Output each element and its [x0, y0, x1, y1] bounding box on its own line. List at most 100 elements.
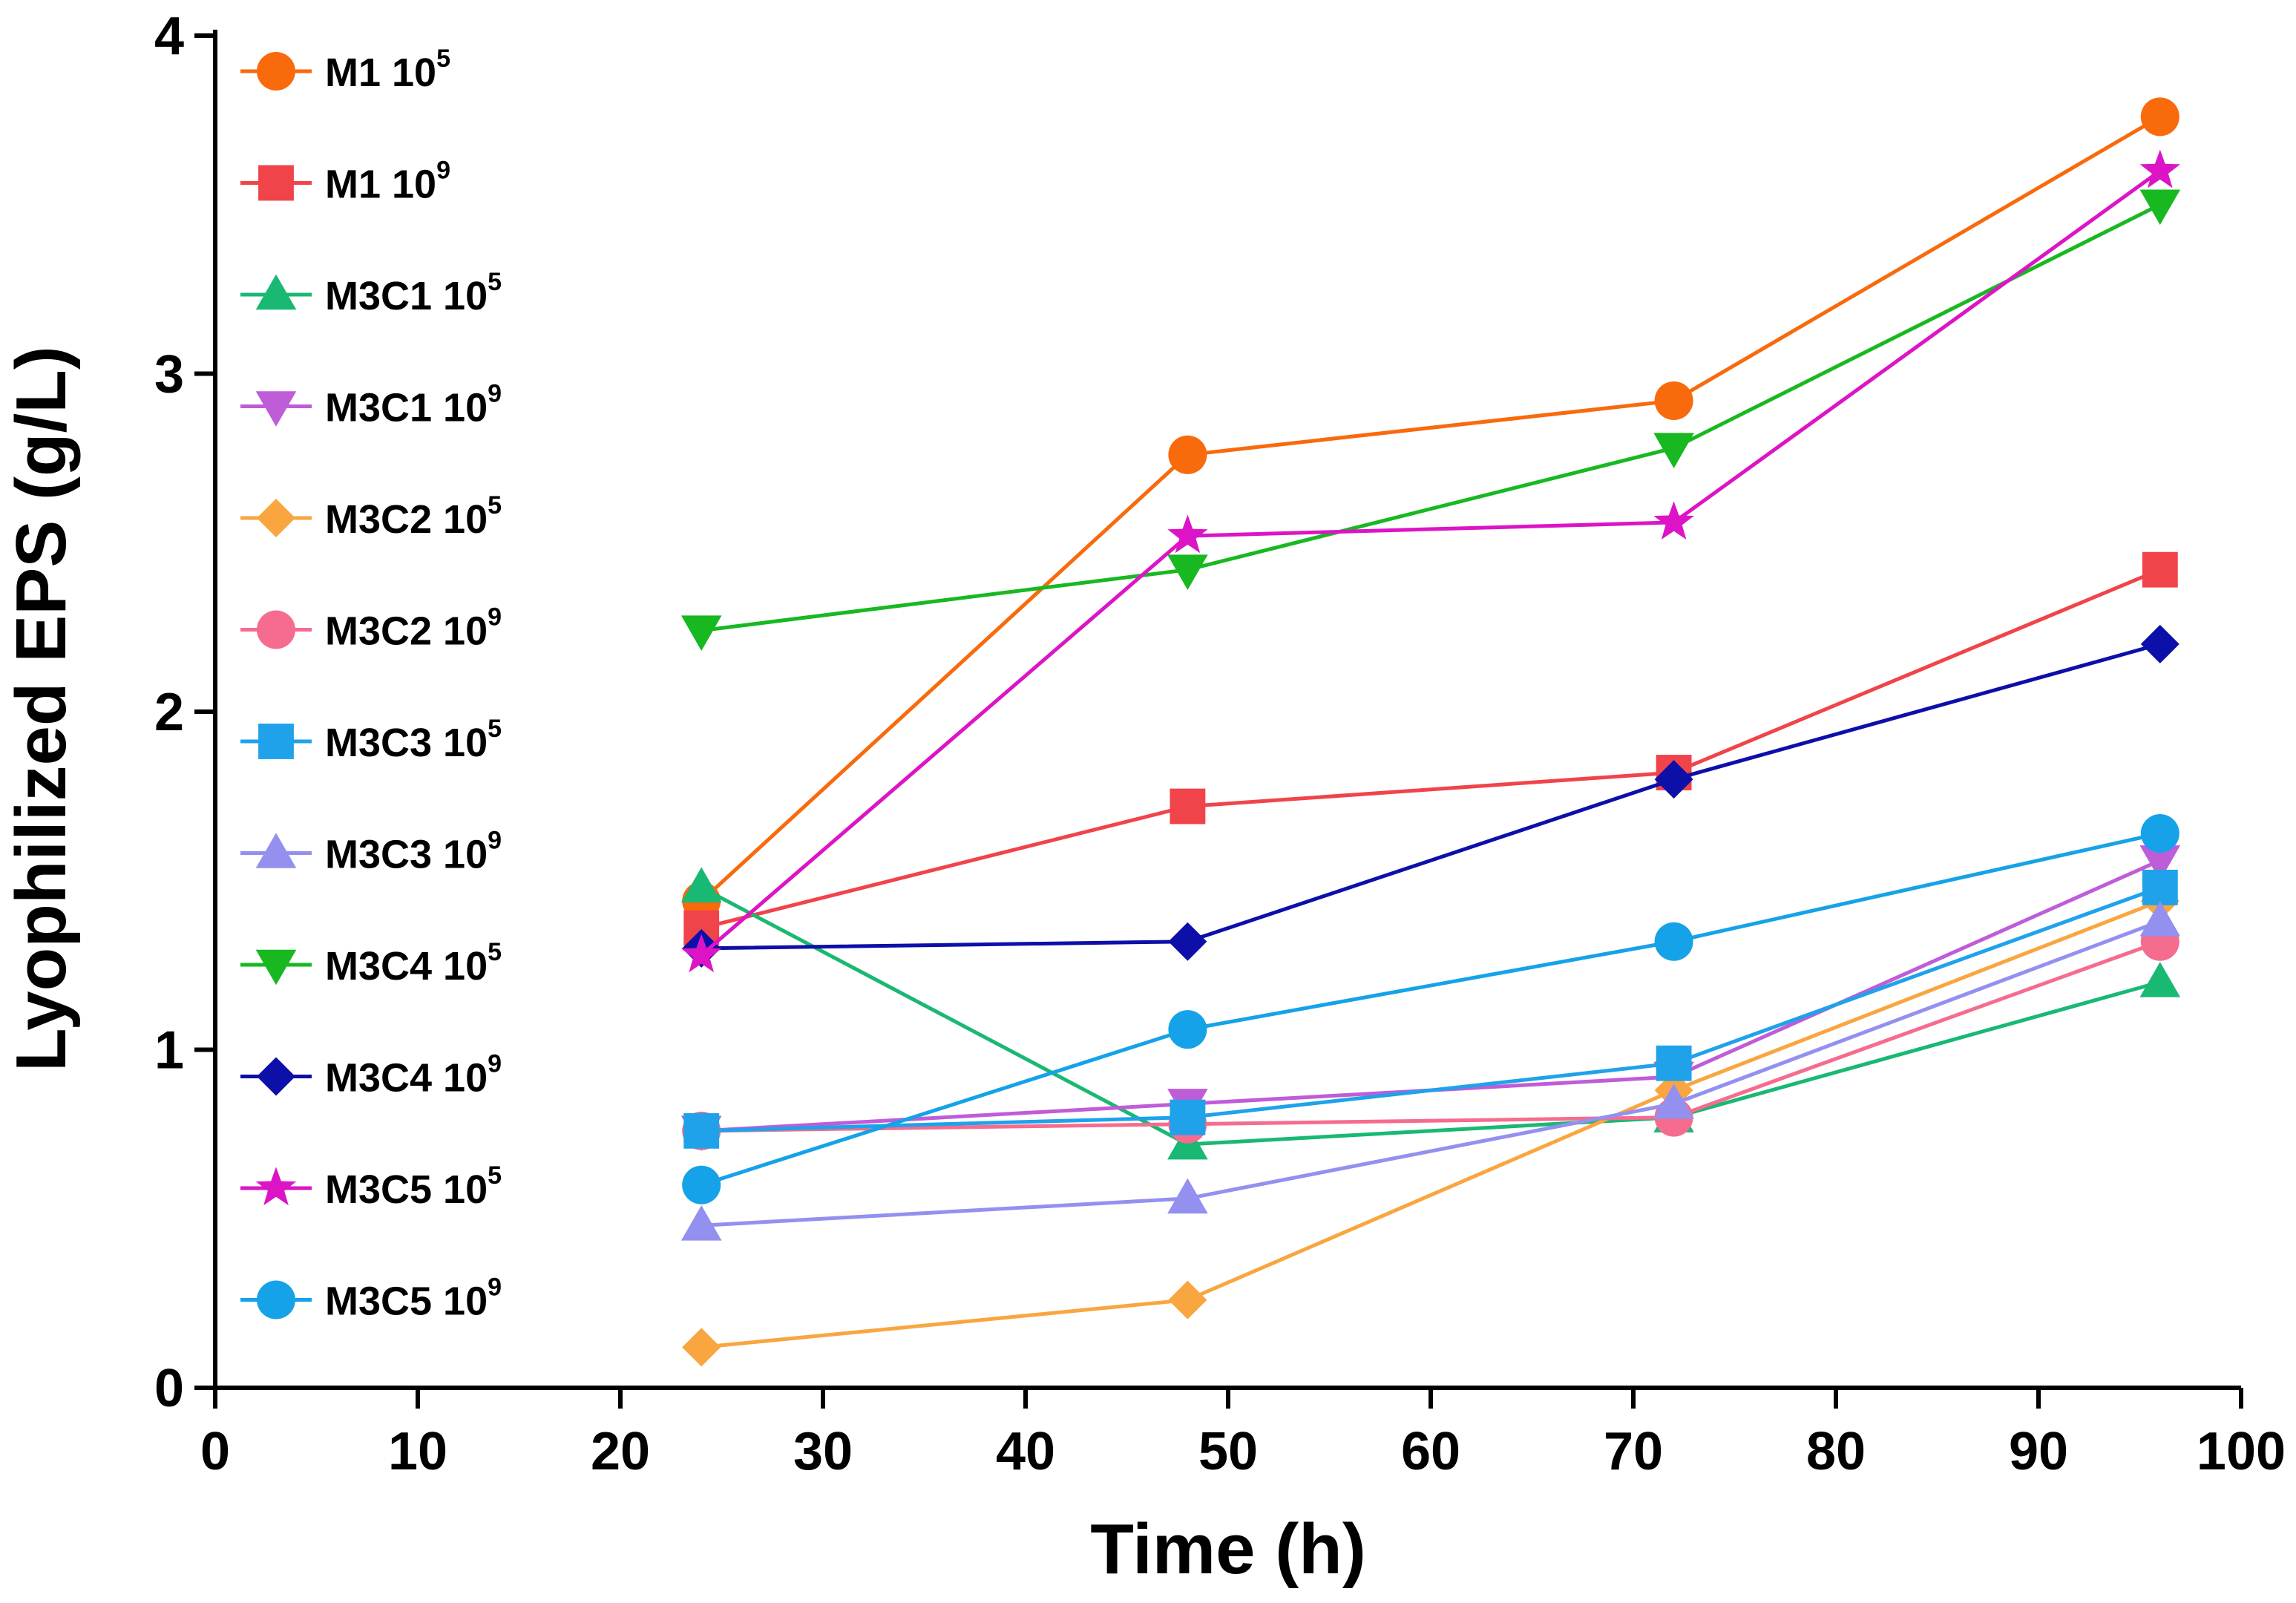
data-point [1653, 433, 1694, 469]
y-tick-label: 0 [154, 1359, 184, 1418]
data-point [2142, 551, 2178, 588]
data-point [1653, 1084, 1694, 1119]
legend-item: M3C3 109 [240, 827, 502, 877]
legend-label: M3C1 105 [325, 268, 502, 318]
legend-label: M1 105 [325, 45, 450, 95]
x-tick-label: 90 [2009, 1422, 2068, 1481]
data-point [680, 934, 722, 973]
axes [213, 30, 2241, 1390]
data-point [2139, 962, 2181, 997]
legend-label: M3C4 109 [325, 1050, 502, 1101]
data-point [1170, 1099, 1206, 1135]
series-11 [682, 813, 2179, 1204]
legend-label-text: M3C4 10 [325, 1056, 488, 1101]
legend-label: M3C3 105 [325, 715, 502, 765]
legend-label-text: M3C2 10 [325, 497, 488, 542]
y-axis-title: Lyophilized EPS (g/L) [1, 346, 81, 1072]
data-point [1654, 922, 1693, 961]
legend-item: M3C4 109 [240, 1050, 502, 1101]
legend-label: M3C2 109 [325, 603, 502, 654]
legend-label-text: M3C1 10 [325, 274, 488, 318]
legend-marker [255, 833, 297, 868]
legend-label-exponent: 9 [488, 1273, 502, 1302]
data-point [1168, 922, 1207, 961]
series-1 [683, 551, 2178, 946]
data-point [2139, 845, 2181, 881]
legend-label-exponent: 5 [488, 491, 502, 519]
legend-item: M3C2 109 [240, 603, 502, 654]
legend-item: M3C5 109 [240, 1273, 502, 1324]
series-line [701, 885, 2161, 1133]
data-point [2142, 869, 2178, 905]
series-line [700, 115, 2162, 902]
x-tick-label: 70 [1604, 1422, 1663, 1481]
legend-label: M3C1 109 [325, 380, 502, 430]
data-point [680, 867, 722, 903]
x-ticks: 0 10 20 30 40 50 60 70 80 90 100 [200, 1388, 2286, 1481]
x-tick-label: 20 [591, 1422, 650, 1481]
x-tick-label: 80 [1806, 1422, 1866, 1481]
series-5 [682, 922, 2179, 1150]
legend-label-text: M3C2 10 [325, 609, 488, 654]
legend-marker [257, 52, 295, 91]
legend-label-text: M3C3 10 [325, 721, 488, 765]
data-point [2139, 149, 2181, 189]
data-point [683, 1112, 720, 1149]
legend-marker [257, 1057, 295, 1096]
data-point [682, 1328, 721, 1367]
data-point [1656, 1045, 1692, 1081]
series-line [700, 169, 2162, 957]
legend-item: M3C2 105 [240, 491, 502, 542]
legend-marker [258, 165, 294, 201]
data-point [2140, 97, 2179, 137]
data-point [2139, 901, 2181, 937]
legend-label: M3C3 109 [325, 827, 502, 877]
series-line [701, 642, 2161, 951]
legend-label-text: M1 10 [325, 163, 436, 207]
data-point [2140, 624, 2179, 663]
legend-item: M3C1 109 [240, 380, 502, 430]
x-tick-label: 30 [793, 1422, 853, 1481]
y-tick-label: 2 [154, 683, 184, 742]
series-layer [680, 97, 2181, 1367]
series-7 [680, 901, 2181, 1241]
legend-label-exponent: 9 [488, 827, 502, 855]
legend-item: M3C1 105 [240, 268, 502, 318]
legend-label: M3C5 109 [325, 1273, 502, 1324]
legend-item: M1 105 [240, 45, 450, 95]
legend-label-text: M3C5 10 [325, 1279, 488, 1324]
x-axis-title: Time (h) [1090, 1509, 1366, 1589]
legend-label-exponent: 9 [436, 157, 450, 185]
x-tick-label: 10 [388, 1422, 447, 1481]
data-point [1167, 554, 1208, 590]
legend-label-exponent: 9 [488, 603, 502, 632]
legend-marker [255, 391, 297, 427]
y-tick-label: 3 [154, 345, 184, 404]
y-ticks: 0 1 2 3 4 [154, 7, 215, 1418]
x-tick-label: 40 [996, 1422, 1055, 1481]
data-point [1653, 501, 1694, 540]
series-2 [680, 867, 2181, 1160]
data-point [680, 1205, 722, 1241]
legend-label-text: M3C5 10 [325, 1167, 488, 1212]
legend-marker [258, 724, 294, 759]
legend-label-text: M1 10 [325, 50, 436, 95]
y-tick-label: 4 [154, 7, 184, 66]
legend-label-exponent: 5 [436, 45, 450, 73]
series-line [701, 203, 2161, 633]
legend-label-exponent: 5 [488, 938, 502, 966]
legend-label-text: M3C4 10 [325, 944, 488, 989]
data-point [1167, 1178, 1208, 1214]
legend-marker [257, 499, 295, 537]
legend-label-exponent: 5 [488, 715, 502, 743]
x-tick-label: 100 [2197, 1422, 2286, 1481]
data-point [2140, 813, 2179, 853]
data-point [1167, 514, 1208, 554]
legend-label: M3C4 105 [325, 938, 502, 989]
legend-item: M1 109 [240, 157, 450, 207]
legend-label-exponent: 5 [488, 268, 502, 296]
data-point [1168, 435, 1207, 474]
legend-label-text: M3C3 10 [325, 833, 488, 877]
legend-marker [257, 610, 295, 649]
